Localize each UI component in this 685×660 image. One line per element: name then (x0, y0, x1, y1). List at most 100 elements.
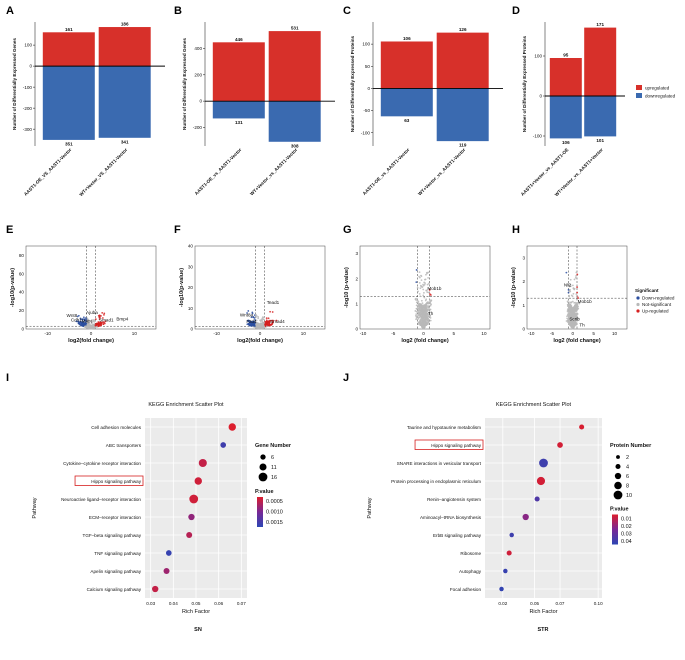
volcano-point (569, 288, 572, 291)
volcano-point (418, 306, 421, 309)
volcano-point (427, 319, 430, 321)
x-tick-label: 10 (301, 331, 307, 336)
x-category-label: WT+Vector_vs_AAST1-Vector (249, 147, 298, 196)
size-legend-marker (614, 481, 622, 490)
volcano-point (424, 278, 427, 281)
size-legend-label: 8 (626, 484, 629, 490)
size-legend-label: 4 (626, 465, 629, 471)
volcano-point (422, 320, 425, 322)
volcano-point (576, 308, 579, 310)
volcano-point (568, 304, 571, 306)
gene-label: Tead1 (267, 300, 280, 305)
volcano-point (422, 288, 425, 291)
y-tick-label: -300 (23, 127, 33, 132)
bar-up-1 (584, 27, 617, 97)
volcano-point (255, 321, 257, 324)
volcano-point (88, 320, 91, 323)
volcano-point (260, 325, 262, 328)
y-tick-label: -100 (23, 85, 33, 90)
legend-title: Significant (635, 288, 659, 293)
volcano-point (268, 324, 271, 327)
x-tick-label: 0.06 (214, 601, 223, 606)
gene-label: Scrib (569, 317, 580, 322)
x-tick-label: 0 (90, 331, 93, 336)
bar-label-up: 446 (235, 37, 243, 42)
volcano-point (417, 290, 419, 293)
enrichment-point (194, 477, 202, 485)
volcano-point (259, 319, 261, 322)
pathway-label: Hippo signaling pathway (91, 479, 142, 484)
bottom-label-sn: SN (194, 627, 202, 633)
volcano-point (100, 324, 103, 327)
gene-label: Fzd4 (246, 319, 257, 324)
volcano-point (418, 316, 420, 319)
x-axis-title: Rich Factor (529, 609, 557, 615)
bar-label-up: 171 (596, 22, 604, 27)
volcano-point (570, 294, 573, 297)
bar-down-1 (436, 88, 489, 142)
volcano-point (567, 308, 569, 310)
volcano-point (424, 299, 427, 302)
volcano-point (417, 300, 420, 303)
volcano-point (575, 275, 577, 277)
x-category-label: WT+Vector_vs_AAST1-Vector (417, 147, 466, 196)
pathway-label: TGF–beta signaling pathway (83, 533, 142, 538)
volcano-point (428, 289, 431, 291)
volcano-point (419, 312, 422, 315)
x-tick-label: 0.07 (237, 601, 246, 606)
bar-label-down: 308 (291, 143, 299, 148)
volcano-point (428, 310, 431, 313)
volcano-point (571, 316, 574, 319)
size-legend-marker (258, 472, 268, 482)
gene-label: Cdh1 (71, 318, 82, 323)
volcano-point (77, 322, 80, 325)
pathway-label: SNARE interactions in vesicular transpor… (397, 461, 482, 466)
size-legend-label: 6 (271, 455, 274, 461)
bar-chart-a: -300 -200 -100 0 100 161 351AAST1-OE_VS_AAST1-… (12, 22, 165, 197)
enrichment-point (534, 496, 540, 502)
enrichment-point (189, 494, 199, 504)
enrichment-point (506, 550, 512, 556)
legend-label-1: Not-significant (642, 302, 672, 307)
volcano-point (425, 289, 428, 292)
y-tick-label: -50 (363, 108, 370, 113)
volcano-point (419, 324, 422, 327)
bar-down-1 (584, 96, 617, 137)
volcano-point (416, 299, 419, 302)
volcano-point (566, 310, 569, 313)
volcano-point (573, 278, 576, 281)
y-tick-label: 40 (19, 290, 25, 295)
volcano-point (249, 321, 252, 324)
y-tick-label: 0 (539, 94, 542, 99)
volcano-point (421, 318, 424, 321)
enrichment-point (163, 568, 170, 574)
volcano-point (95, 323, 98, 326)
volcano-point (565, 271, 568, 274)
x-tick-label: -10 (213, 331, 220, 336)
volcano-point (250, 323, 253, 325)
plot-background (485, 418, 602, 598)
volcano-point (417, 321, 420, 324)
y-tick-label: 100 (24, 43, 32, 48)
plot-frame (359, 245, 491, 330)
bar-down-0 (212, 101, 265, 119)
volcano-point (423, 291, 425, 294)
volcano-point (428, 299, 431, 301)
volcano-point (264, 323, 266, 326)
legend-swatch-0 (636, 85, 642, 90)
x-tick-label: 0.10 (594, 601, 603, 606)
gene-label: Smad4 (270, 319, 285, 324)
y-tick-label: 0 (29, 64, 32, 69)
panel-label-a: A (6, 5, 14, 17)
gene-label: Mob1b (578, 299, 592, 304)
volcano-point (572, 307, 574, 309)
y-tick-label: 3 (522, 255, 525, 260)
x-tick-label: 0.05 (530, 601, 539, 606)
x-axis-title: Rich Factor (182, 609, 210, 615)
color-legend-label: 0.0005 (266, 499, 283, 505)
volcano-point (566, 315, 568, 318)
volcano-point (415, 317, 418, 319)
volcano-point (80, 318, 82, 321)
points (565, 271, 581, 330)
volcano-point (428, 308, 431, 311)
